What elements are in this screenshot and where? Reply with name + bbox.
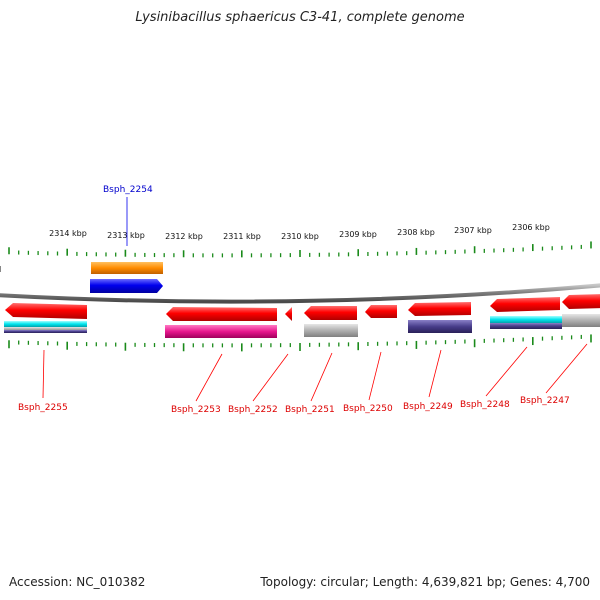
gene-arrow-bsph-2250[interactable] (365, 305, 397, 318)
gene-labels: Bsph_2254 Bsph_2255 Bsph_2253 Bsph_2252 … (18, 185, 570, 415)
feature-navy[interactable] (4, 330, 87, 333)
feature-cyan[interactable] (490, 316, 562, 323)
scale-tick-label: 2306 kbp (512, 223, 550, 232)
gene-arrow-bsph-2247[interactable] (562, 294, 600, 309)
gene-arrow-bsph-2255[interactable] (5, 303, 87, 319)
scale-tick-label: 2310 kbp (281, 232, 319, 241)
gene-arrow-bsph-2252[interactable] (285, 307, 292, 321)
reverse-genes (5, 294, 600, 321)
gene-label[interactable]: Bsph_2250 (343, 404, 393, 414)
genome-backbone (0, 283, 600, 304)
scale-ticks-bottom (8, 334, 592, 352)
gene-label[interactable]: Bsph_2251 (285, 405, 335, 415)
feature-grey[interactable] (562, 314, 600, 327)
scale-tick-label: 2314 kbp (49, 229, 87, 238)
accession-label: Accession: NC_010382 (9, 575, 146, 589)
feature-navy[interactable] (490, 323, 562, 329)
gene-label[interactable]: Bsph_2254 (103, 185, 153, 195)
gene-label[interactable]: Bsph_2252 (228, 405, 278, 415)
gene-label[interactable]: Bsph_2253 (171, 405, 221, 415)
scale-tick-label: 2307 kbp (454, 226, 492, 235)
scale-tick-label: 2313 kbp (107, 231, 145, 240)
gene-arrow-bsph-2253[interactable] (166, 307, 277, 321)
feature-navy[interactable] (408, 320, 472, 333)
gene-label[interactable]: Bsph_2249 (403, 402, 453, 412)
gene-arrow-bsph-2254[interactable] (90, 279, 163, 293)
reverse-features (4, 314, 600, 338)
scale-tick-label: 2309 kbp (339, 230, 377, 239)
feature-cyan[interactable] (4, 321, 87, 327)
forward-features (90, 262, 163, 293)
gene-label[interactable]: Bsph_2248 (460, 400, 510, 410)
gene-label[interactable]: Bsph_2255 (18, 403, 68, 413)
feature-grey[interactable] (304, 324, 358, 337)
gene-arrow-bsph-2249[interactable] (408, 302, 471, 316)
scale-labels: 2314 kbp 2313 kbp 2312 kbp 2311 kbp 2310… (49, 223, 550, 241)
map-title: Lysinibacillus sphaericus C3-41, complet… (135, 10, 465, 25)
genome-summary: Topology: circular; Length: 4,639,821 bp… (260, 575, 590, 589)
forward-feature-orange[interactable] (91, 262, 163, 274)
scale-tick-label: 2311 kbp (223, 232, 261, 241)
scale-ticks-top (8, 241, 592, 258)
feature-magenta[interactable] (165, 325, 277, 338)
gene-arrow-bsph-2251[interactable] (304, 306, 357, 320)
gene-label[interactable]: Bsph_2247 (520, 396, 570, 406)
scale-tick-label: 2308 kbp (397, 228, 435, 237)
label-leader-lines (42, 197, 588, 402)
gene-arrow-bsph-2248[interactable] (490, 297, 560, 312)
feature-grey[interactable] (4, 327, 87, 331)
scale-tick-label: 2312 kbp (165, 232, 203, 241)
